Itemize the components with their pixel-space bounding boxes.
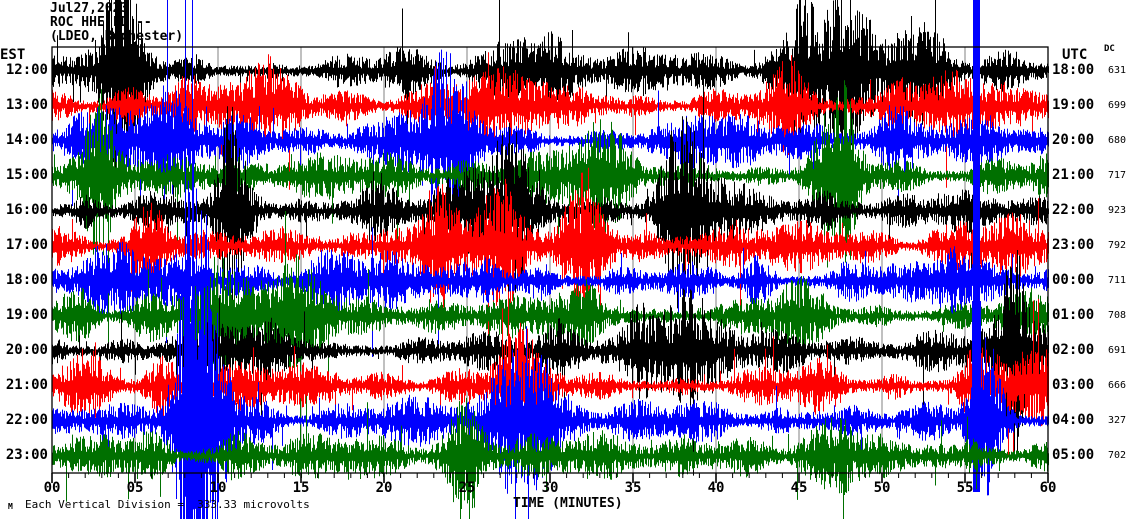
utc-label: 01:00 xyxy=(1052,307,1095,323)
utc-label: 04:00 xyxy=(1052,412,1095,428)
utc-label: 00:00 xyxy=(1052,272,1095,288)
est-axis-header: EST xyxy=(0,47,26,63)
x-tick-label: 25 xyxy=(458,480,476,496)
utc-axis-header: UTC xyxy=(1062,47,1088,63)
dc-value: 699 xyxy=(1107,100,1126,111)
dc-value: 666 xyxy=(1107,380,1126,391)
x-tick-label: 40 xyxy=(707,480,725,496)
dc-value: 711 xyxy=(1107,275,1126,286)
utc-label: 22:00 xyxy=(1052,202,1095,218)
x-tick-label: 60 xyxy=(1039,480,1057,496)
dc-value: 702 xyxy=(1107,450,1126,461)
est-label: 16:00 xyxy=(5,202,48,218)
utc-label: 18:00 xyxy=(1052,62,1095,78)
x-axis-title: TIME (MINUTES) xyxy=(513,496,623,511)
header-date: Jul27,2023 xyxy=(50,1,129,16)
helicorder-mark: M xyxy=(8,502,13,511)
est-label: 20:00 xyxy=(5,342,48,358)
est-label: 22:00 xyxy=(5,412,48,428)
utc-label: 23:00 xyxy=(1052,237,1095,253)
x-tick-label: 45 xyxy=(790,480,808,496)
est-label: 13:00 xyxy=(5,97,48,113)
utc-label: 21:00 xyxy=(1052,167,1095,183)
dc-value: 708 xyxy=(1107,310,1126,321)
est-label: 17:00 xyxy=(5,237,48,253)
dc-value: 717 xyxy=(1107,170,1126,181)
est-label: 23:00 xyxy=(5,447,48,463)
x-tick-label: 50 xyxy=(873,480,891,496)
x-tick-label: 00 xyxy=(43,480,61,496)
utc-label: 20:00 xyxy=(1052,132,1095,148)
utc-label: 02:00 xyxy=(1052,342,1095,358)
dc-axis-header: DC xyxy=(1104,44,1115,54)
dc-value: 792 xyxy=(1107,240,1126,251)
header-station: ROC HHE LD -- xyxy=(50,15,152,30)
x-tick-label: 30 xyxy=(541,480,559,496)
x-tick-label: 20 xyxy=(375,480,393,496)
dc-value: 327 xyxy=(1107,415,1126,426)
est-label: 21:00 xyxy=(5,377,48,393)
x-tick-label: 05 xyxy=(126,480,144,496)
dc-value: 923 xyxy=(1107,205,1126,216)
est-label: 14:00 xyxy=(5,132,48,148)
est-label: 12:00 xyxy=(5,62,48,78)
scale-note: Each Vertical Division = 333.33 microvol… xyxy=(25,498,310,511)
est-label: 15:00 xyxy=(5,167,48,183)
dc-value: 691 xyxy=(1107,345,1126,356)
x-tick-label: 35 xyxy=(624,480,642,496)
utc-label: 05:00 xyxy=(1052,447,1095,463)
x-tick-label: 10 xyxy=(209,480,227,496)
dc-value: 631 xyxy=(1107,65,1126,76)
dc-value: 680 xyxy=(1107,135,1126,146)
x-tick-label: 55 xyxy=(956,480,974,496)
utc-label: 03:00 xyxy=(1052,377,1095,393)
utc-label: 19:00 xyxy=(1052,97,1095,113)
x-tick-label: 15 xyxy=(292,480,310,496)
header-location: (LDEO, Rochester) xyxy=(50,29,184,44)
est-label: 19:00 xyxy=(5,307,48,323)
est-label: 18:00 xyxy=(5,272,48,288)
